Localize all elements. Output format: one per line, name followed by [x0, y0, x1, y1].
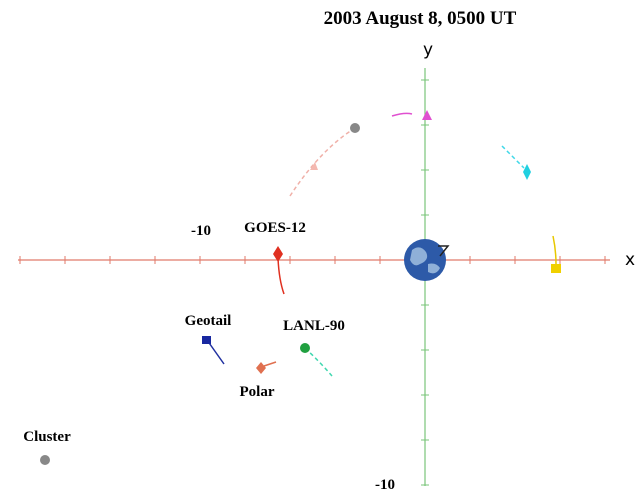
trail: [277, 257, 285, 295]
satellite: [523, 164, 531, 180]
satellite: [40, 455, 50, 465]
satellite: [350, 123, 360, 133]
satellite-label: Cluster: [23, 429, 71, 445]
satellite-label: GOES-12: [244, 220, 306, 236]
trail: [501, 145, 525, 169]
satellite: [273, 246, 283, 262]
trail: [552, 235, 557, 265]
y-tick-label: -10: [375, 477, 395, 492]
satellite: [202, 336, 211, 344]
earth-axis: [438, 245, 450, 257]
satellite: [300, 343, 310, 353]
satellite-label: Geotail: [185, 313, 232, 329]
satellite-label: Polar: [240, 384, 275, 400]
y-axis-label: y: [423, 40, 433, 60]
title: 2003 August 8, 0500 UT: [324, 8, 517, 29]
satellite: [422, 110, 432, 120]
satellite: [256, 362, 266, 374]
trail: [263, 361, 277, 367]
x-tick-label: -10: [191, 223, 211, 239]
satellite: [310, 162, 318, 170]
ticks: [19, 79, 606, 486]
trail: [289, 127, 356, 197]
earth-land: [410, 247, 440, 274]
satellite: [551, 264, 561, 273]
trail: [391, 112, 413, 117]
satellite-label: LANL-90: [283, 318, 345, 334]
x-axis-label: x: [625, 250, 635, 270]
trail: [304, 347, 333, 377]
